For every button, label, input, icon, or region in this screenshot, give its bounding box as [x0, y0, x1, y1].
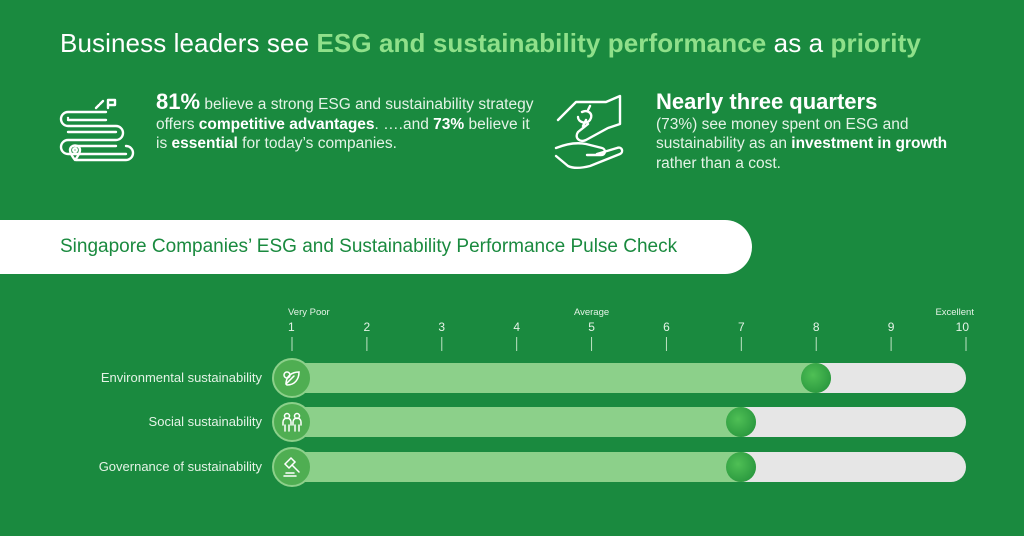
bar-category-label: Governance of sustainability: [98, 459, 262, 474]
tick-label: 4: [513, 320, 520, 334]
winding-road-icon: [59, 98, 135, 162]
page-headline: Business leaders see ESG and sustainabil…: [60, 28, 921, 58]
people-icon: [272, 402, 312, 442]
chart-title: Singapore Companies’ ESG and Sustainabil…: [60, 236, 678, 257]
stat-competitive-advantage: 81% believe a strong ESG and sustainabil…: [156, 89, 534, 153]
headline-priority: priority: [830, 28, 921, 58]
stat-81-percent: 81%: [156, 89, 201, 114]
tick-label: 10: [956, 320, 970, 334]
bar-track: [280, 363, 966, 393]
scale-annotation: Average: [574, 307, 609, 318]
tick-label: 7: [738, 320, 745, 334]
tick-label: 3: [438, 320, 445, 334]
tick-label: 9: [888, 320, 895, 334]
bar-value-marker: [726, 407, 757, 437]
tick-label: 8: [813, 320, 820, 334]
scale-annotation: Excellent: [935, 307, 974, 318]
pulse-check-banner: Singapore Companies’ ESG and Sustainabil…: [0, 220, 752, 274]
tick-label: 5: [588, 320, 595, 334]
tick-label: 2: [364, 320, 371, 334]
bar-category-label: Social sustainability: [148, 414, 262, 429]
tick-label: 1: [288, 320, 295, 334]
scale-annotation: Very Poor: [288, 307, 330, 318]
bar-track: [280, 407, 966, 437]
hand-money-icon: [554, 94, 624, 170]
bar-category-label: Environmental sustainability: [100, 370, 262, 385]
headline-highlight: ESG and sustainability performance: [316, 28, 767, 58]
stat-three-quarters: Nearly three quarters: [656, 89, 878, 114]
tick-label: 6: [663, 320, 670, 334]
bar-fill: [280, 452, 757, 482]
bar-value-marker: [801, 363, 832, 393]
gavel-icon: [272, 447, 312, 487]
bar-track: [280, 452, 966, 482]
bar-fill: [280, 407, 757, 437]
leaf-icon: [272, 358, 312, 398]
stat-investment-in-growth: Nearly three quarters (73%) see money spe…: [656, 89, 948, 172]
bar-fill: [280, 363, 832, 393]
bar-value-marker: [726, 452, 757, 482]
